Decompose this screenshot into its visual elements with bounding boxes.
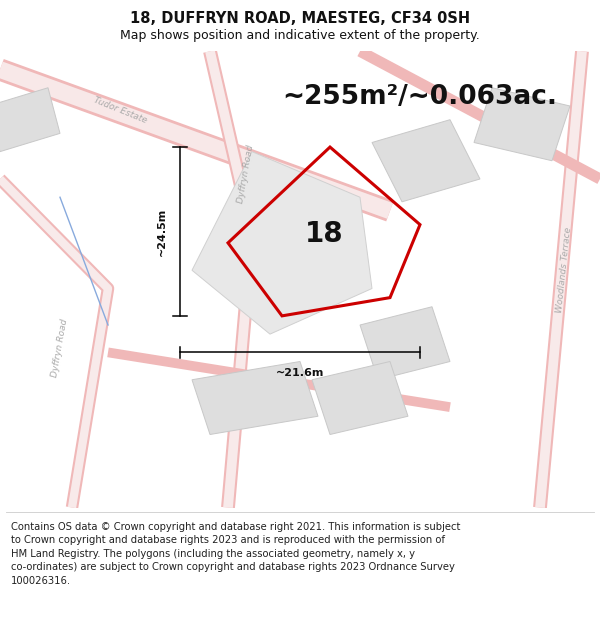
Text: Contains OS data © Crown copyright and database right 2021. This information is : Contains OS data © Crown copyright and d… <box>11 522 460 586</box>
Text: Dyffryn Road: Dyffryn Road <box>50 318 70 378</box>
Polygon shape <box>360 307 450 380</box>
Text: ~255m²/~0.063ac.: ~255m²/~0.063ac. <box>283 84 557 110</box>
Text: Dyffryn Road: Dyffryn Road <box>236 144 256 204</box>
Text: Map shows position and indicative extent of the property.: Map shows position and indicative extent… <box>120 29 480 42</box>
Polygon shape <box>312 361 408 434</box>
Text: ~24.5m: ~24.5m <box>157 208 167 256</box>
Text: 18, DUFFRYN ROAD, MAESTEG, CF34 0SH: 18, DUFFRYN ROAD, MAESTEG, CF34 0SH <box>130 11 470 26</box>
Text: 18: 18 <box>305 220 343 248</box>
Polygon shape <box>192 152 372 334</box>
Polygon shape <box>192 361 318 434</box>
Text: ~21.6m: ~21.6m <box>276 368 324 378</box>
Text: Tudor Estate: Tudor Estate <box>92 96 148 126</box>
Polygon shape <box>372 120 480 202</box>
Text: Woodlands Terrace: Woodlands Terrace <box>555 227 573 314</box>
Polygon shape <box>474 88 570 161</box>
Polygon shape <box>0 88 60 152</box>
